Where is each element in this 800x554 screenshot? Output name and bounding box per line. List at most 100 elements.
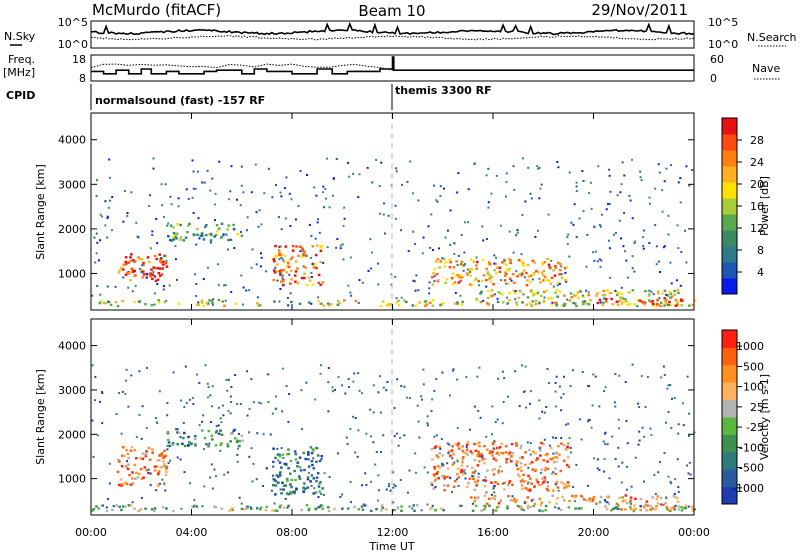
echo-cell: [407, 250, 410, 253]
echo-cell: [542, 459, 545, 462]
echo-cell: [276, 447, 279, 450]
echo-cell: [620, 183, 623, 186]
echo-cell: [249, 506, 252, 509]
echo-cell: [207, 396, 210, 399]
echo-cell: [209, 476, 212, 479]
echo-cell: [213, 203, 216, 206]
echo-cell: [577, 296, 580, 300]
echo-cell: [321, 507, 324, 510]
echo-cell: [172, 238, 175, 241]
echo-cell: [570, 451, 573, 454]
echo-cell: [691, 303, 694, 307]
echo-cell: [628, 194, 631, 197]
echo-cell: [562, 393, 565, 396]
echo-cell: [274, 493, 277, 496]
echo-cell: [596, 260, 599, 263]
echo-cell: [217, 299, 220, 301]
echo-cell: [430, 410, 433, 413]
echo-cell: [506, 268, 509, 271]
echo-cell: [183, 406, 186, 409]
echo-cell: [487, 261, 491, 264]
echo-cell: [311, 263, 314, 266]
echo-cell: [220, 236, 223, 239]
echo-cell: [238, 496, 241, 499]
echo-cell: [521, 261, 525, 264]
echo-cell: [526, 496, 529, 499]
nave-label: Nave: [752, 62, 780, 75]
echo-cell: [550, 259, 553, 262]
echo-cell: [395, 301, 399, 304]
echo-cell: [626, 442, 629, 445]
colorbar-swatch: [722, 451, 737, 470]
echo-cell: [155, 257, 158, 261]
echo-cell: [313, 487, 316, 490]
echo-cell: [676, 500, 680, 503]
echo-cell: [663, 297, 666, 300]
echo-cell: [691, 509, 694, 512]
echo-cell: [621, 496, 624, 499]
echo-cell: [289, 269, 293, 272]
echo-cell: [596, 458, 599, 461]
echo-cell: [363, 504, 366, 507]
echo-cell: [96, 434, 99, 437]
echo-cell: [357, 196, 360, 199]
echo-cell: [395, 170, 398, 173]
echo-cell: [601, 213, 603, 216]
echo-cell: [570, 296, 573, 299]
echo-cell: [665, 506, 669, 509]
echo-cell: [531, 278, 534, 281]
echo-cell: [176, 431, 179, 434]
echo-cell: [571, 494, 574, 498]
echo-cell: [393, 483, 396, 486]
echo-cell: [207, 233, 211, 236]
echo-cell: [667, 384, 670, 387]
echo-cell: [607, 502, 611, 506]
echo-cell: [476, 454, 479, 458]
echo-cell: [386, 303, 389, 306]
echo-cell: [105, 509, 109, 513]
echo-cell: [482, 504, 486, 507]
echo-cell: [482, 239, 485, 242]
echo-cell: [538, 197, 541, 200]
echo-cell: [568, 436, 571, 439]
echo-cell: [463, 264, 465, 267]
echo-cell: [617, 504, 620, 507]
echo-cell: [126, 214, 129, 217]
echo-cell: [661, 210, 664, 213]
echo-cell: [528, 477, 532, 480]
echo-cell: [567, 233, 570, 236]
echo-cell: [99, 300, 102, 303]
echo-cell: [578, 418, 581, 421]
echo-cell: [219, 429, 222, 432]
echo-cell: [552, 269, 555, 272]
echo-cell: [289, 225, 292, 227]
echo-cell: [636, 299, 640, 302]
echo-cell: [608, 174, 611, 177]
echo-cell: [623, 174, 626, 177]
echo-cell: [422, 383, 425, 386]
echo-cell: [414, 280, 417, 283]
echo-cell: [682, 507, 686, 510]
echo-cell: [497, 505, 500, 508]
echo-cell: [669, 261, 672, 264]
echo-cell: [115, 413, 118, 415]
echo-cell: [599, 301, 602, 304]
echo-cell: [572, 223, 575, 226]
echo-cell: [432, 272, 435, 275]
echo-cell: [142, 476, 145, 479]
echo-cell: [684, 229, 687, 232]
echo-cell: [542, 279, 545, 282]
echo-cell: [498, 266, 502, 269]
echo-cell: [660, 376, 663, 379]
colorbar-swatch: [722, 434, 737, 453]
echo-cell: [220, 300, 223, 303]
echo-cell: [387, 485, 390, 488]
echo-cell: [211, 385, 214, 388]
echo-cell: [91, 509, 94, 512]
echo-cell: [215, 475, 217, 478]
echo-cell: [467, 188, 470, 191]
echo-cell: [575, 463, 578, 466]
echo-cell: [452, 453, 456, 456]
echo-cell: [164, 262, 168, 265]
echo-cell: [414, 471, 417, 474]
